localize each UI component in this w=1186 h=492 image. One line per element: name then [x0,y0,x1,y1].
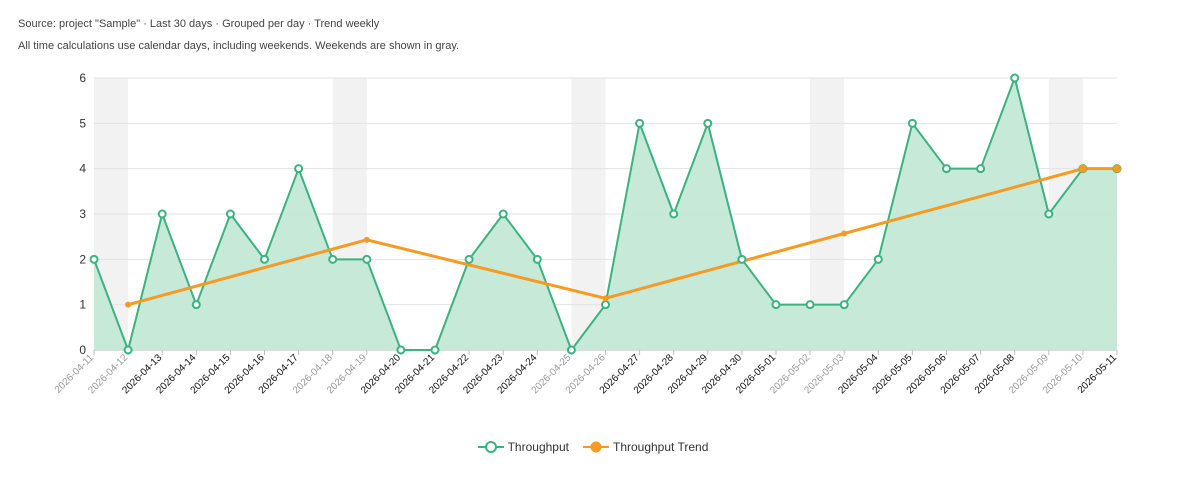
source-caption: Source: project "Sample" · Last 30 days … [18,18,380,30]
throughput-chart: 0 1 2 3 4 5 6 2026-04-112026-04-122026-04-1320… [53,71,1122,396]
throughput-point [191,300,201,310]
data-points [89,73,1122,355]
throughput-point [396,345,406,355]
throughput-point [805,300,815,310]
throughput-point [635,118,645,128]
legend-swatch-throughput [477,440,504,454]
throughput-point [430,345,440,355]
trend-point [602,295,609,302]
y-tick-label: 3 [79,207,86,221]
trend-point [1113,164,1121,173]
y-axis: 0 1 2 3 4 5 6 [79,71,86,357]
trend-point [1078,164,1087,173]
throughput-point [703,118,713,128]
legend-label-trend: Throughput Trend [612,440,709,454]
throughput-point [157,209,167,219]
legend-item-trend[interactable]: Throughput Trend [582,440,709,454]
y-tick-label: 4 [79,162,86,176]
throughput-point [669,209,679,219]
trend-line-path [127,167,1117,307]
trend-point [363,236,370,243]
y-tick-label: 2 [79,252,86,266]
trend-line [127,167,1117,307]
throughput-point [260,254,269,264]
throughput-point [89,254,99,264]
trend-point [841,230,848,237]
throughput-point [907,118,917,128]
throughput-point [294,164,304,174]
y-tick-label: 1 [79,298,86,312]
y-tick-label: 5 [79,116,86,130]
x-axis: 2026-04-112026-04-122026-04-132026-04-14… [53,350,1119,396]
throughput-point [771,300,781,310]
throughput-point [328,254,338,264]
throughput-point [737,254,747,264]
y-tick-label: 0 [79,343,86,357]
legend-swatch-trend [582,440,609,454]
throughput-point [976,164,986,174]
throughput-point [942,164,951,174]
throughput-point [225,209,235,219]
weekend-note: All time calculations use calendar days,… [18,40,460,52]
legend-item-throughput[interactable]: Throughput [477,440,569,454]
throughput-point [566,345,576,355]
throughput-point [362,254,372,264]
trend-point [125,301,132,308]
legend-label-throughput: Throughput [507,440,569,454]
throughput-point [1044,209,1054,219]
legend: Throughput Throughput Trend [0,440,1186,454]
throughput-point [532,254,542,264]
y-tick-label: 6 [79,71,86,85]
throughput-point [873,254,883,264]
throughput-point [839,300,849,310]
throughput-point [123,345,133,355]
throughput-point [601,300,610,310]
throughput-point [498,209,508,219]
throughput-point [1010,73,1020,83]
throughput-point [464,254,474,264]
